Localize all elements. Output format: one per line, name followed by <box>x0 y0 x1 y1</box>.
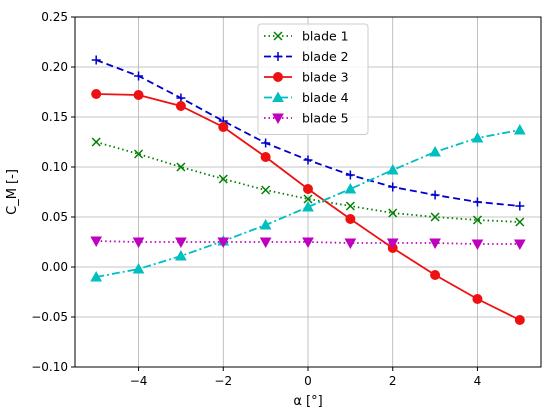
y-tick-label: 0.15 <box>41 110 68 124</box>
x-tick-label: 0 <box>304 374 312 388</box>
data-point <box>217 237 230 249</box>
data-point <box>132 237 145 249</box>
data-point <box>218 122 229 132</box>
data-point <box>344 238 357 250</box>
data-point <box>429 145 441 157</box>
data-point <box>472 294 483 304</box>
data-point <box>345 170 355 180</box>
y-tick-label: 0.00 <box>41 260 68 274</box>
data-point <box>513 123 526 135</box>
x-axis-label: α [°] <box>293 394 322 409</box>
y-tick-label: 0.05 <box>41 210 68 224</box>
series-5 <box>90 236 526 251</box>
legend-item: blade 3 <box>264 70 349 85</box>
data-point <box>259 237 272 249</box>
data-point <box>261 185 271 195</box>
x-tick-label: 2 <box>389 374 397 388</box>
data-point <box>90 236 103 248</box>
data-point <box>176 162 186 172</box>
y-axis-label: C_M [-] <box>5 169 20 215</box>
data-point <box>259 218 272 230</box>
data-point <box>429 238 441 250</box>
series-3 <box>91 89 525 325</box>
data-point <box>261 138 271 148</box>
data-point <box>134 149 144 159</box>
y-tick-label: −0.05 <box>31 310 68 324</box>
y-tick-label: 0.10 <box>41 160 68 174</box>
legend-item: blade 1 <box>264 29 349 44</box>
data-point <box>218 174 228 184</box>
legend-label: blade 3 <box>302 70 349 85</box>
data-point <box>303 194 313 204</box>
legend-item: blade 5 <box>264 111 349 126</box>
data-point <box>91 137 101 147</box>
data-point <box>471 131 484 143</box>
data-point <box>176 93 186 103</box>
data-point <box>175 101 186 111</box>
y-tick-label: 0.25 <box>41 10 68 24</box>
data-point <box>134 71 144 81</box>
data-point <box>515 201 525 211</box>
data-point <box>345 201 355 211</box>
ticks: −4 −2 0 2 4 −0.10 −0.05 0.00 0.05 0.10 0.15 0.20 0.2… <box>31 10 481 388</box>
data-point <box>472 197 482 207</box>
data-point <box>344 182 357 194</box>
x-tick-label: −4 <box>130 374 148 388</box>
data-point <box>430 190 440 200</box>
legend-marker <box>273 52 283 61</box>
data-point <box>430 212 440 222</box>
data-point <box>302 237 314 249</box>
data-point <box>471 239 484 251</box>
data-point <box>345 214 356 224</box>
data-point <box>514 315 525 325</box>
data-point <box>513 239 526 251</box>
data-point <box>132 262 145 274</box>
series-layer <box>90 55 526 325</box>
legend-item: blade 2 <box>264 49 349 64</box>
data-point <box>430 270 441 280</box>
y-tick-label: 0.20 <box>41 60 68 74</box>
data-point <box>515 217 525 227</box>
data-point <box>386 238 399 250</box>
legend-item: blade 4 <box>264 90 349 105</box>
data-point <box>90 270 103 282</box>
data-point <box>303 184 313 194</box>
data-point <box>303 155 313 165</box>
data-point <box>472 215 482 225</box>
data-point <box>133 90 144 100</box>
data-point <box>175 237 187 249</box>
legend-label: blade 4 <box>302 90 349 105</box>
legend-box <box>257 23 369 135</box>
legend-label: blade 1 <box>302 29 349 44</box>
data-point <box>175 249 187 261</box>
data-point <box>91 89 102 99</box>
data-point <box>260 152 271 162</box>
data-point <box>91 55 101 65</box>
data-point <box>302 200 314 212</box>
data-point <box>388 208 398 218</box>
data-point <box>388 182 398 192</box>
legend-marker <box>273 72 283 82</box>
series-2 <box>91 55 525 211</box>
y-tick-label: −0.10 <box>31 360 68 374</box>
legend-marker <box>273 31 283 41</box>
legend-marker <box>272 113 284 125</box>
x-tick-label: 4 <box>474 374 482 388</box>
legend-label: blade 2 <box>302 49 349 64</box>
series-1 <box>91 137 525 227</box>
data-point <box>386 163 399 175</box>
legend: blade 1 blade 2 blade 3 blade 4 blade 5 <box>257 23 369 135</box>
x-tick-label: −2 <box>214 374 232 388</box>
legend-marker <box>272 91 284 102</box>
legend-label: blade 5 <box>302 111 349 126</box>
